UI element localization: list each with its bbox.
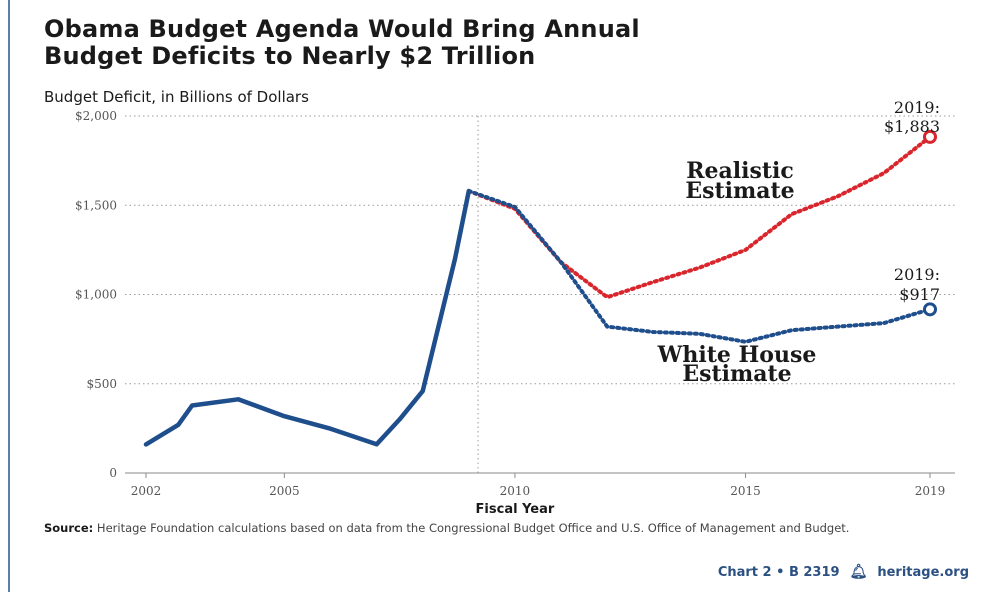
grid-layer [125, 115, 955, 473]
annotation-layer: 2019:$1,8832019:$917RealisticEstimateWhi… [657, 98, 940, 387]
source-text: Heritage Foundation calculations based o… [96, 521, 850, 535]
x-tick-label: 2015 [730, 484, 761, 498]
chart-title-line-2: Budget Deficits to Nearly $2 Trillion [44, 42, 536, 70]
series-historical-line [143, 188, 472, 447]
left-rule [8, 0, 10, 592]
realistic-endpoint-marker [923, 129, 937, 144]
realistic-end-label-line-2: $1,883 [884, 117, 940, 136]
x-tick-label: 2010 [500, 484, 531, 498]
footer: Chart 2 • B 2319 🔔︎ heritage.org [718, 564, 969, 580]
x-tick-label: 2019 [915, 484, 946, 498]
white-house-end-label-line-1: 2019: [894, 265, 940, 284]
chart-subtitle: Budget Deficit, in Billions of Dollars [44, 88, 309, 106]
y-tick-label: $2,000 [75, 109, 117, 123]
source-note: Source: Heritage Foundation calculations… [44, 521, 924, 535]
series-layer [143, 129, 937, 447]
realistic-estimate-label-line-2: Estimate [685, 178, 794, 204]
series-white-house-line [466, 189, 932, 344]
white-house-endpoint-marker [923, 302, 937, 317]
white-house-end-label-line-2: $917 [899, 285, 940, 304]
y-tick-label: $500 [86, 377, 117, 391]
realistic-end-label-line-1: 2019: [894, 98, 940, 117]
axis-layer: 0 $500 $1,000 $1,500 $2,000 2002 2005 2010 2015 2… [75, 109, 955, 517]
heritage-link[interactable]: heritage.org [877, 564, 969, 580]
chart-title: Obama Budget Agenda Would Bring Annual B… [44, 16, 640, 70]
white-house-estimate-label-line-1: White House [657, 342, 817, 368]
chart-id: Chart 2 • B 2319 [717, 564, 840, 580]
white-house-estimate-label-line-2: Estimate [682, 361, 791, 387]
source-label: Source: [44, 521, 94, 535]
x-tick-label: 2005 [269, 484, 300, 498]
realistic-estimate-label-line-1: Realistic [686, 158, 794, 184]
liberty-bell-icon: 🔔︎ [849, 564, 868, 580]
x-axis-title: Fiscal Year [476, 502, 555, 517]
y-tick-label: $1,000 [75, 288, 117, 302]
x-tick-label: 2002 [131, 484, 162, 498]
chart-title-line-1: Obama Budget Agenda Would Bring Annual [44, 15, 640, 43]
y-tick-label: $1,500 [75, 198, 117, 212]
y-tick-label: 0 [109, 466, 117, 480]
